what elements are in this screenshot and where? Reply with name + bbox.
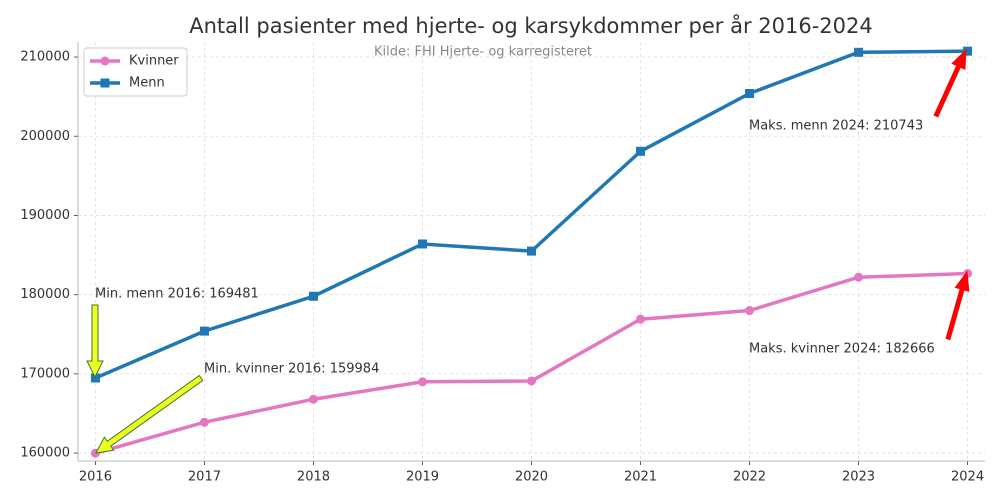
marker (745, 306, 755, 316)
annotation: Min. kvinner 2016: 159984 (204, 362, 379, 377)
annotation-arrow (945, 270, 970, 341)
y-tick-label: 200000 (20, 129, 70, 144)
marker (308, 394, 318, 404)
marker (854, 272, 864, 282)
annotation: Min. menn 2016: 169481 (95, 287, 259, 302)
x-tick-label: 2022 (733, 470, 766, 485)
x-tick-label: 2023 (842, 470, 875, 485)
marker (854, 47, 864, 57)
x-tick-label: 2019 (406, 470, 439, 485)
y-tick-label: 190000 (20, 208, 70, 223)
marker (527, 376, 536, 386)
annotation-arrow (95, 374, 204, 454)
legend: Kvinner Menn (83, 47, 188, 97)
annotation: Maks. menn 2024: 210743 (749, 119, 923, 134)
marker (636, 146, 646, 156)
marker (963, 46, 973, 56)
x-tick-label: 2018 (297, 470, 330, 485)
marker (527, 246, 536, 256)
y-tick-label: 170000 (20, 366, 70, 381)
marker (90, 373, 100, 383)
marker (417, 377, 427, 387)
marker (636, 314, 646, 324)
marker (100, 78, 110, 88)
marker (308, 291, 318, 301)
x-tick-label: 2021 (624, 470, 657, 485)
x-tick-label: 2020 (515, 470, 548, 485)
marker (417, 239, 427, 249)
marker (199, 326, 209, 336)
x-tick-label: 2016 (79, 470, 112, 485)
marker (199, 417, 209, 427)
annotation-arrow (86, 304, 104, 379)
annotation: Maks. kvinner 2024: 182666 (749, 342, 935, 357)
y-tick-label: 210000 (20, 50, 70, 65)
legend-label: Kvinner (129, 54, 179, 69)
annotation-arrow (933, 48, 967, 118)
chart-title: Antall pasienter med hjerte- og karsykdo… (189, 13, 872, 38)
x-tick-label: 2024 (951, 470, 984, 485)
x-tick-label: 2017 (188, 470, 221, 485)
marker (100, 56, 110, 66)
chart-subtitle: Kilde: FHI Hjerte- og karregisteret (374, 45, 592, 60)
legend-label: Menn (129, 76, 165, 91)
y-tick-label: 160000 (20, 446, 70, 461)
marker (745, 88, 755, 98)
y-tick-label: 180000 (20, 287, 70, 302)
